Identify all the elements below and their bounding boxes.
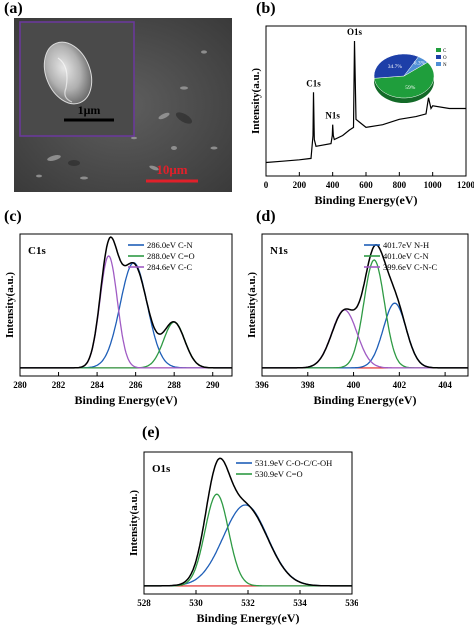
legend-label-2: 530.9eV C=O [255,469,303,479]
component-line-3 [20,255,232,369]
pie-slice-label-o: 34.7% [388,64,403,70]
x-tick-label: 284 [90,380,104,390]
x-tick-label: 398 [301,380,315,390]
pie-slice-label-n: 6.3% [414,61,426,67]
legend-label-1: 401.7eV N-H [383,240,429,250]
x-axis-label: Binding Energy(eV) [314,193,417,207]
x-tick-label: 400 [347,380,361,390]
x-tick-label: 402 [393,380,407,390]
pie-legend-label-c: C [443,49,447,54]
panel-letter-d: (d) [256,208,276,225]
legend-label-1: 286.0eV C-N [147,240,193,250]
sem-particle-ridge [57,57,73,103]
x-tick-label: 600 [359,180,373,190]
spectrum-title: N1s [270,245,288,257]
x-tick-label: 290 [206,380,220,390]
component-line-1 [144,504,352,587]
inset-scale-label: 1μm [78,103,101,117]
x-tick-label: 536 [345,598,358,608]
component-line-3 [262,309,468,369]
envelope-line [144,457,352,587]
chart-b-survey: 0 200 400 600 800 1000 1200 Binding Energy(eV) I… [250,25,474,207]
pie-legend-swatch-n [436,62,441,66]
x-axis-label: Binding Energy(eV) [313,393,416,407]
chart-d-n1s: 396 398 400 402 404 Binding Energy(eV) Intensi… [246,233,469,407]
legend-label-2: 288.0eV C=O [147,251,195,261]
envelope-line [20,236,232,369]
legend-label-1: 531.9eV C-O-C/C-OH [255,458,332,468]
y-axis-label: Intensity(a.u.) [4,272,16,338]
spectrum-title: O1s [152,463,171,475]
component-line-2 [20,321,232,369]
peak-label-c1s: C1s [306,78,321,88]
pie-slice-n [403,56,428,77]
panel-letter-e: (e) [142,424,160,441]
x-tick-label: 282 [52,380,66,390]
pie-legend-label-n: N [443,63,447,68]
x-tick-label: 280 [13,380,27,390]
pie-slice-o [373,53,419,79]
x-axis-label: Binding Energy(eV) [74,393,177,407]
x-tick-label: 288 [167,380,181,390]
peak-label-o1s: O1s [347,27,363,37]
pie-slice-c [373,61,435,99]
x-tick-label: 0 [264,180,269,190]
panel-letter-b: (b) [256,0,276,17]
x-tick-label: 404 [438,380,452,390]
main-scale-label: 10μm [156,162,187,177]
x-tick-label: 528 [137,598,151,608]
x-tick-label: 400 [326,180,340,190]
sem-micrograph: 1μm 10μm [14,18,232,192]
chart-e-o1s: 528 530 532 534 536 Binding Energy(eV) Intensi… [128,451,358,625]
sem-dark-patches [68,112,193,166]
legend-label-3: 399.6eV C-N-C [383,262,437,272]
x-tick-label: 530 [189,598,203,608]
x-axis-label: Binding Energy(eV) [196,611,299,625]
plot-frame [19,233,233,377]
pie-slice-label-c: 59% [405,85,416,91]
sem-particle [43,41,93,105]
survey-line [265,40,466,164]
component-line-2 [144,493,352,587]
x-tick-label: 1200 [457,180,474,190]
legend-label-3: 284.6eV C-C [147,262,193,272]
x-tick-label: 800 [393,180,407,190]
x-tick-label: 286 [129,380,143,390]
y-axis-label: Intensity(a.u.) [128,490,140,556]
x-tick-label: 534 [293,598,307,608]
x-tick-label: 200 [293,180,307,190]
spectrum-title: C1s [28,245,46,257]
x-tick-label: 1000 [424,180,443,190]
pie-legend-swatch-c [436,48,441,52]
plot-frame [261,233,469,377]
y-axis-label: Intensity(a.u.) [250,68,262,134]
sem-debris [36,50,218,180]
envelope-line [262,244,468,369]
y-axis-label: Intensity(a.u.) [246,272,258,338]
pie-legend-swatch-o [436,55,441,59]
panel-letter-c: (c) [4,208,22,225]
pie-legend-label-o: O [443,56,447,61]
chart-c-c1s: 280 282 284 286 288 290 Binding Energy(eV) Inte… [4,233,233,407]
x-tick-label: 532 [241,598,255,608]
legend-label-2: 401.0eV C-N [383,251,429,261]
panel-letter-a: (a) [4,0,23,17]
component-line-1 [262,302,468,369]
peak-label-n1s: N1s [325,111,340,121]
x-tick-label: 396 [255,380,269,390]
